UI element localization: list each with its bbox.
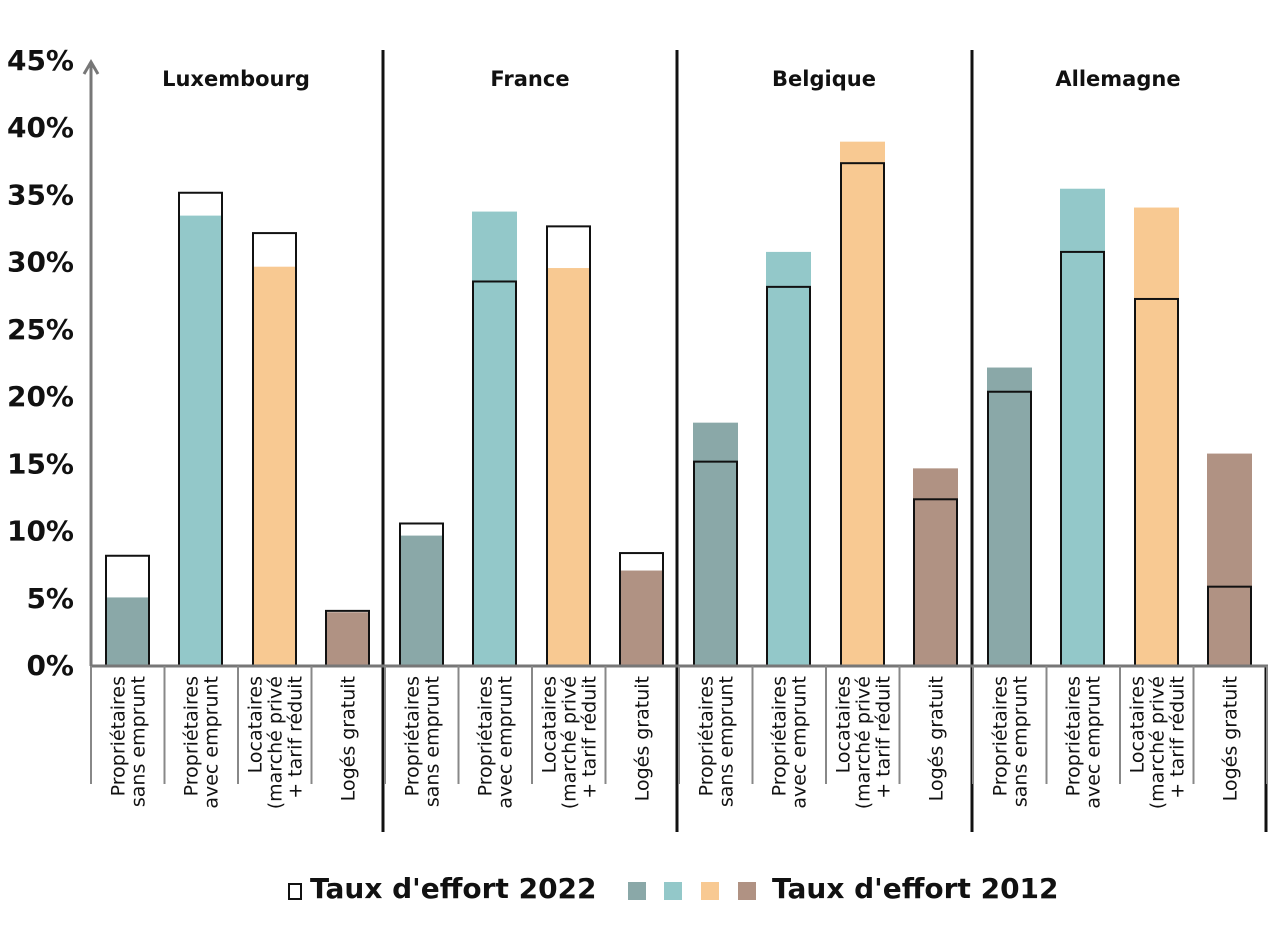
- category-label: (marché privé: [1147, 676, 1169, 809]
- bar-2012: [252, 266, 297, 666]
- category-label: Propriétaires: [1063, 676, 1085, 796]
- bar-2012: [766, 251, 811, 666]
- legend-swatch-2012-4: [738, 882, 756, 900]
- bar-2012: [325, 612, 370, 666]
- legend-swatch-2012-1: [628, 882, 646, 900]
- group-title: Luxembourg: [162, 67, 310, 91]
- y-tick-label: 30%: [7, 246, 74, 279]
- y-tick-label: 45%: [7, 44, 74, 77]
- category-label: + tarif réduit: [579, 676, 601, 799]
- y-tick-label: 10%: [7, 515, 74, 548]
- legend-label-2012: Taux d'effort 2012: [772, 872, 1059, 905]
- y-tick-label: 5%: [26, 582, 74, 615]
- bar-2012: [987, 367, 1032, 666]
- bar-2012: [472, 211, 517, 667]
- legend-swatch-2012-2: [664, 882, 682, 900]
- category-label: avec emprunt: [495, 676, 517, 809]
- category-label: (marché privé: [559, 676, 581, 809]
- group-title: Allemagne: [1055, 67, 1180, 91]
- category-label: sans emprunt: [716, 676, 738, 807]
- category-label: + tarif réduit: [1167, 676, 1189, 799]
- category-label: Propriétaires: [402, 676, 424, 796]
- category-label: Locataires: [1127, 676, 1149, 773]
- y-tick-label: 20%: [7, 380, 74, 413]
- category-label: Logés gratuit: [926, 676, 948, 801]
- bars-2012-series: [105, 141, 1252, 667]
- category-label: Logés gratuit: [338, 676, 360, 801]
- legend-label-2022: Taux d'effort 2022: [310, 872, 597, 905]
- category-label: avec emprunt: [201, 676, 223, 809]
- category-label: sans emprunt: [1010, 676, 1032, 807]
- category-label: avec emprunt: [789, 676, 811, 809]
- category-label: Propriétaires: [475, 676, 497, 796]
- category-label: Logés gratuit: [632, 676, 654, 801]
- legend: Taux d'effort 2022 Taux d'effort 2012: [0, 868, 1280, 912]
- category-label: avec emprunt: [1083, 676, 1105, 809]
- category-label: + tarif réduit: [873, 676, 895, 799]
- category-label: Propriétaires: [108, 676, 130, 796]
- category-label: (marché privé: [265, 676, 287, 809]
- y-tick-label: 25%: [7, 313, 74, 346]
- bar-2012: [1060, 188, 1105, 666]
- legend-swatch-2012-3: [701, 882, 719, 900]
- bar-2012: [178, 215, 223, 666]
- y-tick-label: 0%: [26, 649, 74, 682]
- y-axis-arrow-icon: [82, 59, 100, 75]
- bar-2012: [619, 570, 664, 666]
- legend-swatch-2022: [288, 883, 302, 900]
- category-label: + tarif réduit: [285, 676, 307, 799]
- group-title: Belgique: [772, 67, 876, 91]
- category-label: Locataires: [245, 676, 267, 773]
- bar-2012: [840, 141, 885, 666]
- bar-2012: [1134, 207, 1179, 667]
- category-label: Propriétaires: [181, 676, 203, 796]
- category-label: Locataires: [833, 676, 855, 773]
- bar-2012: [693, 422, 738, 666]
- bar-2012: [105, 597, 150, 666]
- category-label: Logés gratuit: [1220, 676, 1242, 801]
- y-tick-label: 15%: [7, 447, 74, 480]
- bar-2012: [1207, 453, 1252, 666]
- category-label: Propriétaires: [769, 676, 791, 796]
- category-label: Locataires: [539, 676, 561, 773]
- category-label: Propriétaires: [696, 676, 718, 796]
- category-label: Propriétaires: [990, 676, 1012, 796]
- bar-2012: [546, 268, 591, 666]
- bar-2012: [913, 468, 958, 666]
- group-title: France: [490, 67, 569, 91]
- bar-2012: [399, 535, 444, 666]
- axes: [82, 59, 1268, 784]
- y-tick-label: 35%: [7, 178, 74, 211]
- category-label: (marché privé: [853, 676, 875, 809]
- category-label: sans emprunt: [128, 676, 150, 807]
- y-tick-label: 40%: [7, 111, 74, 144]
- category-label: sans emprunt: [422, 676, 444, 807]
